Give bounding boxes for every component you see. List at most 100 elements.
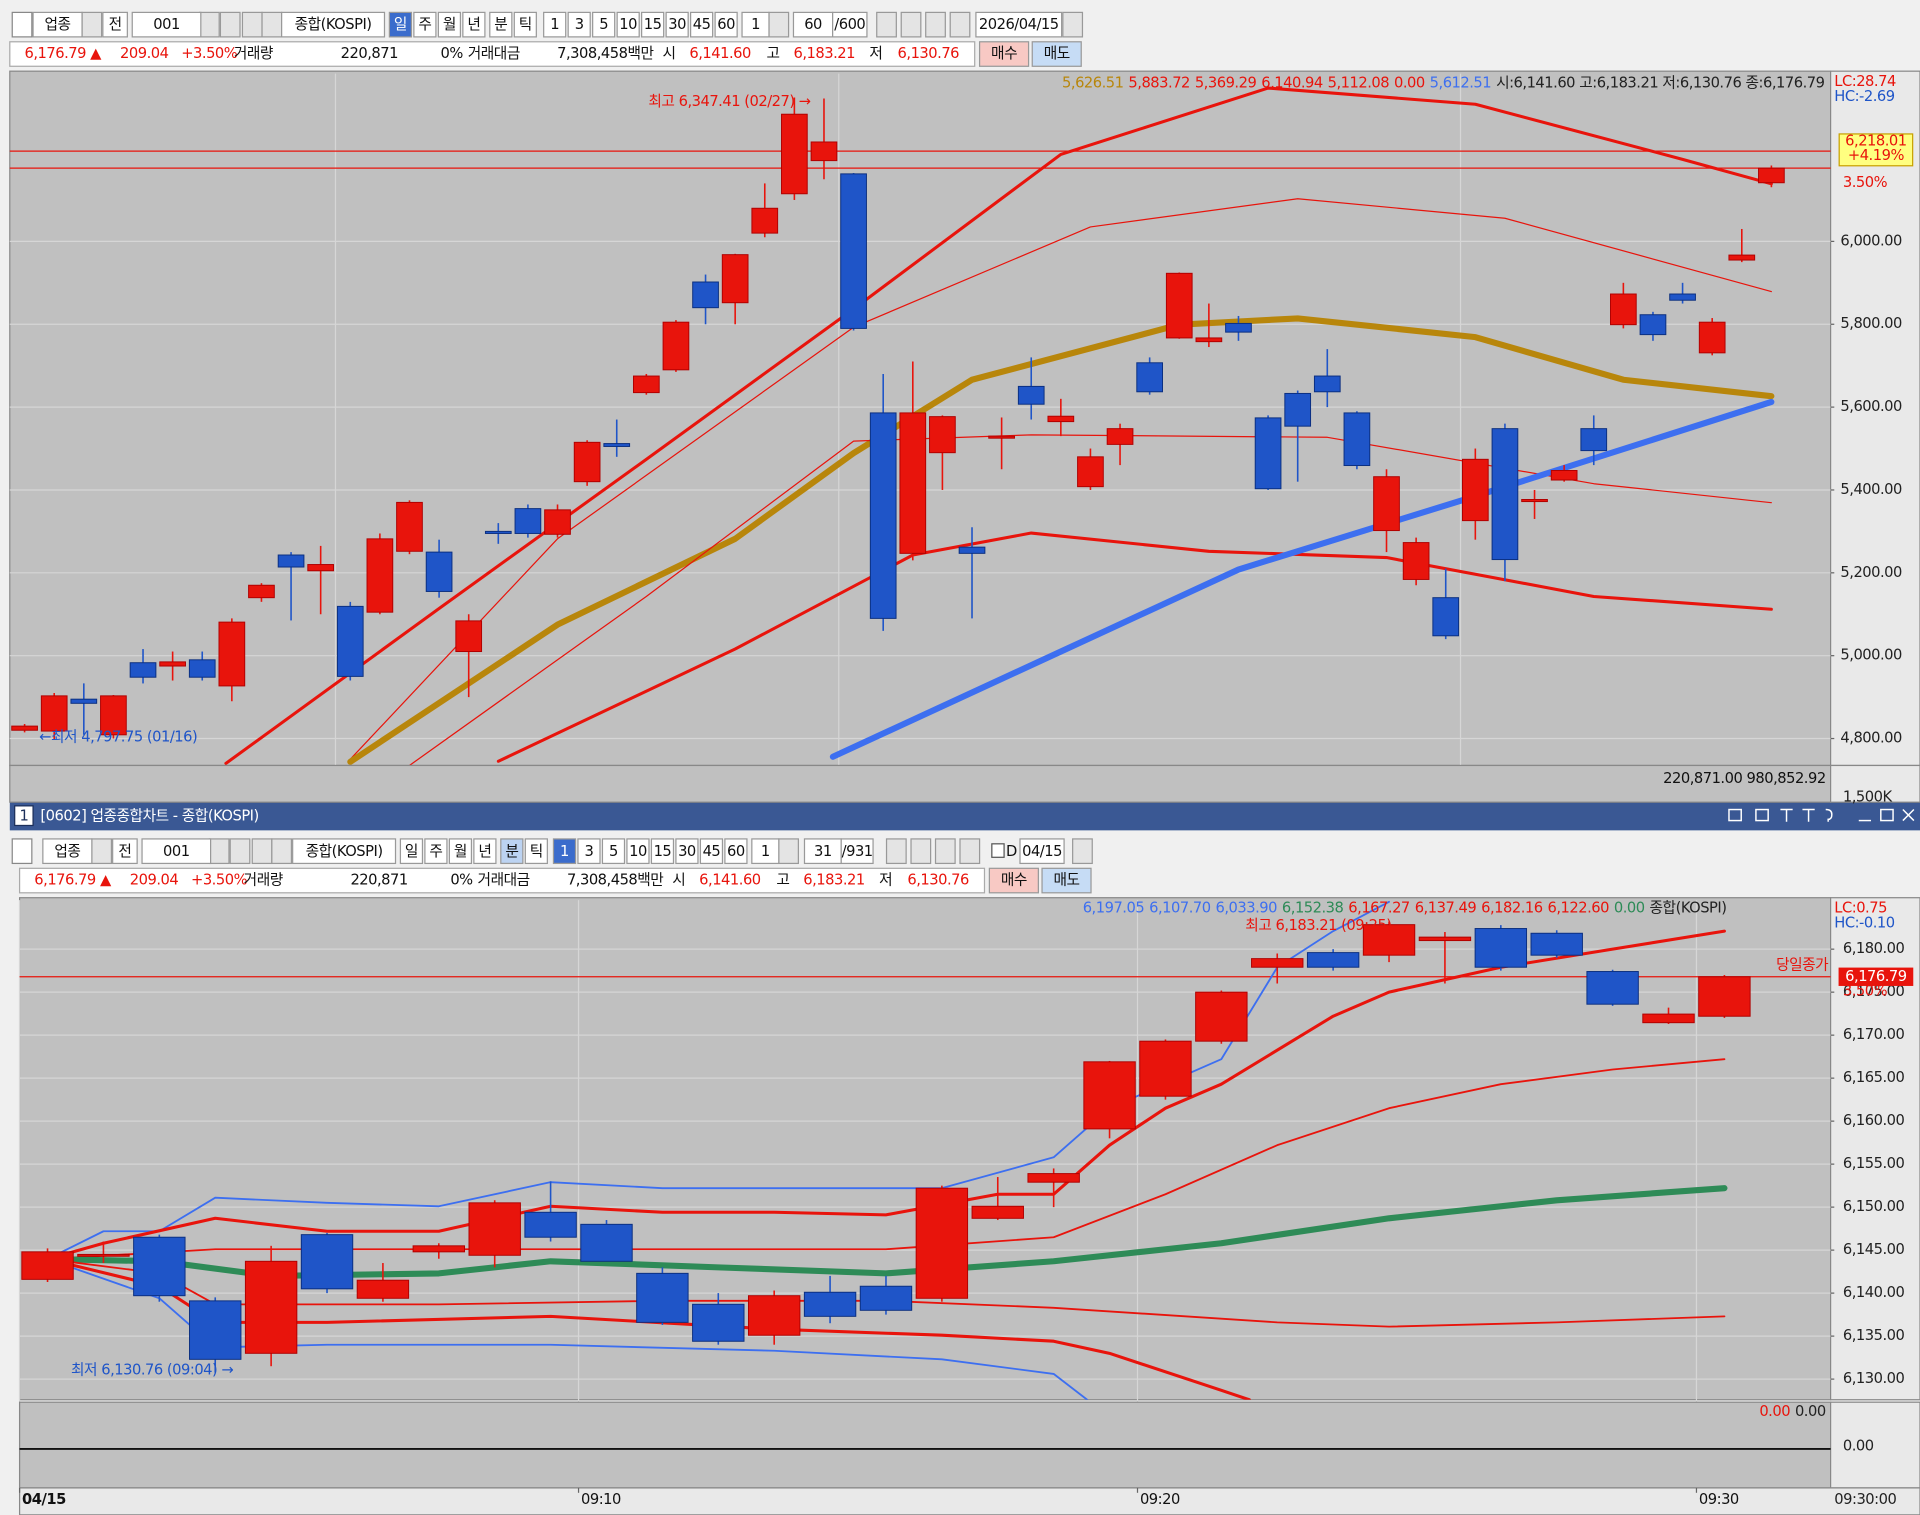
toolbar-button[interactable] <box>741 11 770 38</box>
toolbar-label[interactable]: 업종 <box>54 843 81 860</box>
window-controls[interactable] <box>1728 808 1915 822</box>
toolbar-label[interactable]: 일 <box>405 843 419 860</box>
icon-button[interactable] <box>241 11 263 38</box>
window-icon[interactable] <box>1780 808 1793 822</box>
toolbar-label[interactable]: 틱 <box>519 16 533 33</box>
toolbar-label[interactable]: 월 <box>443 16 457 33</box>
toolbar-button[interactable] <box>102 11 128 38</box>
toolbar-button[interactable] <box>567 11 591 38</box>
toolbar-button[interactable] <box>650 838 675 865</box>
toolbar-label[interactable]: 월 <box>454 843 468 860</box>
toolbar-label[interactable]: 10 <box>629 843 647 860</box>
window-icon[interactable] <box>1755 808 1769 822</box>
toolbar-label[interactable]: 10 <box>619 16 637 33</box>
buy-button[interactable] <box>978 41 1030 67</box>
toolbar-button[interactable] <box>42 838 93 865</box>
toolbar-label[interactable]: /600 <box>834 16 866 33</box>
toolbar-button[interactable] <box>292 838 397 865</box>
toolbar-label[interactable]: 종합(KOSPI) <box>295 16 372 33</box>
icon-button[interactable] <box>219 11 241 38</box>
toolbar-label[interactable]: 5 <box>609 843 618 860</box>
toolbar-button[interactable] <box>388 11 413 38</box>
toolbar-label[interactable]: 3 <box>585 843 594 860</box>
icon-button[interactable] <box>1062 11 1084 38</box>
icon-button[interactable] <box>885 838 907 865</box>
toolbar-label[interactable]: 주 <box>429 843 443 860</box>
window-icon[interactable] <box>1802 808 1815 822</box>
icon-button[interactable] <box>11 838 33 865</box>
icon-button[interactable] <box>959 838 981 865</box>
window-maximize[interactable] <box>1880 808 1894 822</box>
toolbar-label[interactable]: 45 <box>703 843 721 860</box>
icon-button[interactable] <box>229 838 251 865</box>
toolbar-button[interactable] <box>626 838 650 865</box>
toolbar-button[interactable] <box>665 11 689 38</box>
toolbar-label[interactable]: 04/15 <box>1022 843 1063 860</box>
icon-button[interactable] <box>261 11 283 38</box>
toolbar-button[interactable] <box>552 838 577 865</box>
icon-button[interactable] <box>910 838 932 865</box>
toolbar-label[interactable]: 전 <box>109 16 123 33</box>
toolbar-label[interactable]: D <box>1006 843 1017 860</box>
toolbar-label[interactable]: 1 <box>761 843 770 860</box>
toolbar-label[interactable]: 분 <box>494 16 508 33</box>
toolbar-button[interactable] <box>413 11 437 38</box>
toolbar-label[interactable]: 종합(KOSPI) <box>306 843 383 860</box>
toolbar-button[interactable] <box>832 11 868 38</box>
toolbar-button[interactable] <box>437 11 462 38</box>
icon-button[interactable] <box>900 11 922 38</box>
toolbar-label[interactable]: 001 <box>153 16 180 33</box>
toolbar-label[interactable]: 60 <box>804 16 822 33</box>
toolbar-button[interactable] <box>724 838 748 865</box>
toolbar-button[interactable] <box>141 838 212 865</box>
info-text[interactable]: 매도 <box>1054 872 1081 889</box>
info-text[interactable]: 매도 <box>1044 45 1071 62</box>
toolbar-button[interactable] <box>641 11 665 38</box>
icon-button[interactable] <box>208 838 230 865</box>
toolbar-button[interactable] <box>840 838 874 865</box>
toolbar-button[interactable] <box>500 838 524 865</box>
toolbar-button[interactable] <box>714 11 738 38</box>
toolbar-button[interactable] <box>751 838 780 865</box>
icon-button[interactable] <box>768 11 790 38</box>
toolbar-button[interactable] <box>543 11 567 38</box>
toolbar-label[interactable]: 년 <box>478 843 492 860</box>
toolbar-label[interactable]: 001 <box>163 843 190 860</box>
toolbar-button[interactable] <box>489 11 513 38</box>
toolbar-label[interactable]: 45 <box>693 16 711 33</box>
toolbar-button[interactable] <box>473 838 497 865</box>
icon-button[interactable] <box>198 11 220 38</box>
toolbar-button[interactable] <box>577 838 601 865</box>
toolbar-label[interactable]: 31 <box>814 843 832 860</box>
icon-button[interactable] <box>271 838 293 865</box>
icon-button[interactable] <box>949 11 971 38</box>
window-close[interactable] <box>1902 809 1915 822</box>
toolbar-button[interactable] <box>131 11 202 38</box>
toolbar-label[interactable]: 1 <box>751 16 760 33</box>
toolbar-label[interactable]: 60 <box>717 16 735 33</box>
icon-button[interactable] <box>1072 838 1093 865</box>
toolbar-button[interactable] <box>803 838 842 865</box>
toolbar-label[interactable]: 년 <box>467 16 481 33</box>
buy-button[interactable] <box>988 867 1039 894</box>
window-icon[interactable] <box>1728 808 1742 822</box>
toolbar-button[interactable] <box>601 838 626 865</box>
toolbar-label[interactable]: /931 <box>842 843 874 860</box>
toolbar-label[interactable]: 업종 <box>45 16 72 33</box>
toolbar-label[interactable]: 2026/04/15 <box>979 16 1059 33</box>
toolbar-button[interactable] <box>399 838 424 865</box>
checkbox[interactable] <box>991 843 1005 858</box>
toolbar-button[interactable] <box>424 838 448 865</box>
icon-button[interactable] <box>91 838 113 865</box>
toolbar-label[interactable]: 1 <box>560 843 569 860</box>
sell-button[interactable] <box>1041 867 1092 894</box>
toolbar-label[interactable]: 1 <box>550 16 559 33</box>
window-icon[interactable] <box>1825 808 1833 822</box>
icon-button[interactable] <box>934 838 956 865</box>
toolbar-button[interactable] <box>592 11 616 38</box>
toolbar-label[interactable]: 30 <box>668 16 686 33</box>
icon-button[interactable] <box>925 11 946 38</box>
toolbar-button[interactable] <box>513 11 537 38</box>
icon-button[interactable] <box>251 838 273 865</box>
toolbar-label[interactable]: 틱 <box>530 843 544 860</box>
